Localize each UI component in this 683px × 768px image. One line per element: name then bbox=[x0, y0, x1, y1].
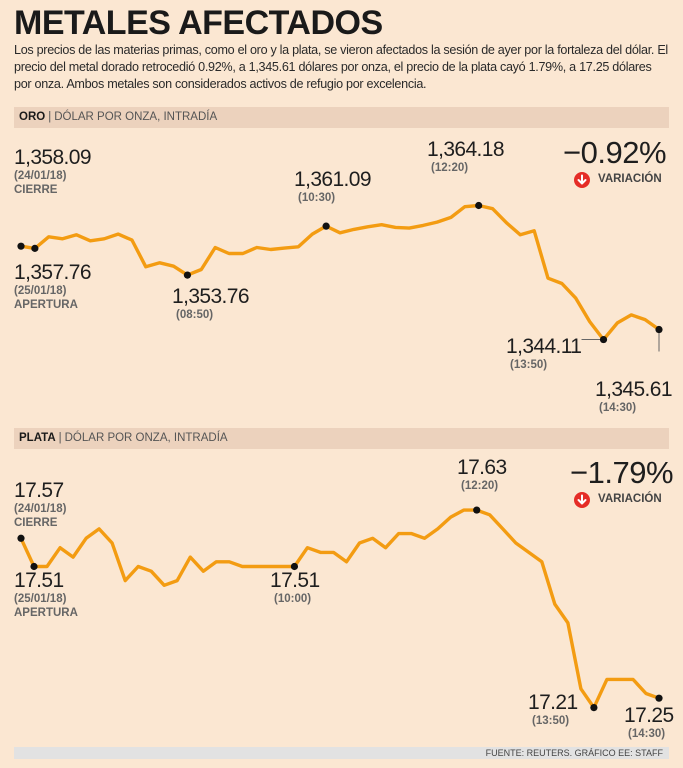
oro-time-label: (08:50) bbox=[176, 309, 213, 321]
oro-annotation: 1,357.76(25/01/18) APERTURA bbox=[14, 244, 92, 311]
oro-data-point bbox=[475, 201, 483, 210]
oro-value-label: 1,345.61 bbox=[595, 378, 672, 401]
oro-data-point bbox=[655, 325, 663, 334]
plata-data-point bbox=[290, 562, 299, 571]
plata-data-point bbox=[655, 694, 663, 702]
arrow-down-circle-icon bbox=[574, 492, 590, 508]
plata-value-label: 17.51 bbox=[270, 569, 320, 592]
oro-annotation: 1,364.18(12:20) bbox=[427, 138, 505, 210]
plata-value-label: 17.63 bbox=[457, 456, 507, 479]
oro-data-point bbox=[183, 271, 192, 279]
plata-time-label: (12:20) bbox=[461, 480, 498, 492]
source-footer: FUENTE: REUTERS. GRÁFICO EE: STAFF bbox=[14, 747, 669, 759]
plata-time-label: (24/01/18) bbox=[14, 503, 67, 515]
intro-text: Los precios de las materias primas, como… bbox=[14, 43, 668, 91]
plata-annotation: 17.25(14:30) bbox=[624, 694, 674, 740]
plata-subtitle: DÓLAR POR ONZA, INTRADÍA bbox=[64, 432, 228, 444]
plata-annotation: 17.63(12:20) bbox=[457, 456, 507, 514]
oro-title: ORO bbox=[19, 111, 46, 123]
oro-time-label: (14:30) bbox=[599, 402, 636, 414]
oro-data-point bbox=[31, 244, 39, 252]
oro-variation-label: VARIACIÓN bbox=[598, 173, 662, 185]
oro-annotation: 1,358.09(24/01/18) CIERRE bbox=[14, 146, 92, 250]
oro-data-point bbox=[599, 335, 608, 344]
plata-variation-label: VARIACIÓN bbox=[598, 493, 662, 505]
plata-data-point bbox=[473, 506, 481, 514]
plata-value-label: 17.21 bbox=[528, 691, 578, 714]
plata-annotation: 17.21(13:50) bbox=[528, 691, 598, 727]
plata-value-label: 17.57 bbox=[14, 479, 64, 502]
arrow-down-circle-icon bbox=[574, 172, 590, 188]
plata-header-bar: PLATA | DÓLAR POR ONZA, INTRADÍA bbox=[14, 428, 669, 449]
plata-series-line bbox=[19, 508, 661, 710]
oro-subtitle: DÓLAR POR ONZA, INTRADÍA bbox=[54, 111, 218, 123]
plata-time-label: (25/01/18) bbox=[14, 593, 67, 605]
plata-value-label: 17.51 bbox=[14, 569, 64, 592]
oro-time-label: (10:30) bbox=[298, 192, 335, 204]
oro-value-label: 1,358.09 bbox=[14, 146, 91, 169]
plata-time-label: (10:00) bbox=[274, 593, 311, 605]
plata-time-label: (14:30) bbox=[628, 728, 665, 740]
oro-tag-label: APERTURA bbox=[14, 299, 78, 311]
oro-series-line bbox=[19, 203, 661, 342]
page-title: METALES AFECTADOS bbox=[14, 4, 383, 42]
oro-annotation: 1,353.76(08:50) bbox=[172, 271, 250, 321]
oro-header-bar: ORO | DÓLAR POR ONZA, INTRADÍA bbox=[14, 107, 669, 128]
oro-value-label: 1,361.09 bbox=[294, 168, 371, 191]
plata-tag-label: CIERRE bbox=[14, 517, 58, 529]
plata-data-point bbox=[30, 562, 38, 571]
oro-time-label: (12:20) bbox=[431, 162, 468, 174]
oro-value-label: 1,364.18 bbox=[427, 138, 504, 161]
oro-value-label: 1,357.76 bbox=[14, 261, 91, 284]
oro-variation-value: −0.92% bbox=[563, 135, 667, 170]
plata-annotation: 17.51(10:00) bbox=[270, 562, 320, 605]
plata-tag-label: APERTURA bbox=[14, 607, 78, 619]
oro-data-point bbox=[322, 222, 330, 230]
plata-data-point bbox=[17, 534, 25, 542]
oro-time-label: (13:50) bbox=[510, 359, 547, 371]
plata-variation-value: −1.79% bbox=[570, 455, 674, 490]
oro-value-label: 1,344.11 bbox=[506, 335, 581, 358]
oro-value-label: 1,353.76 bbox=[172, 285, 249, 308]
oro-annotation: 1,345.61(14:30) bbox=[595, 325, 673, 414]
plata-annotation: 17.51(25/01/18) APERTURA bbox=[14, 562, 78, 619]
oro-tag-label: CIERRE bbox=[14, 184, 58, 196]
oro-data-point bbox=[17, 242, 25, 250]
oro-annotation: 1,361.09(10:30) bbox=[294, 168, 372, 230]
plata-title: PLATA bbox=[19, 432, 56, 444]
oro-time-label: (25/01/18) bbox=[14, 285, 67, 297]
oro-time-label: (24/01/18) bbox=[14, 170, 67, 182]
plata-annotation: 17.57(24/01/18) CIERRE bbox=[14, 479, 67, 542]
plata-time-label: (13:50) bbox=[532, 715, 569, 727]
oro-annotation: 1,344.11(13:50) bbox=[506, 335, 608, 371]
plata-value-label: 17.25 bbox=[624, 704, 674, 727]
plata-data-point bbox=[590, 703, 598, 712]
